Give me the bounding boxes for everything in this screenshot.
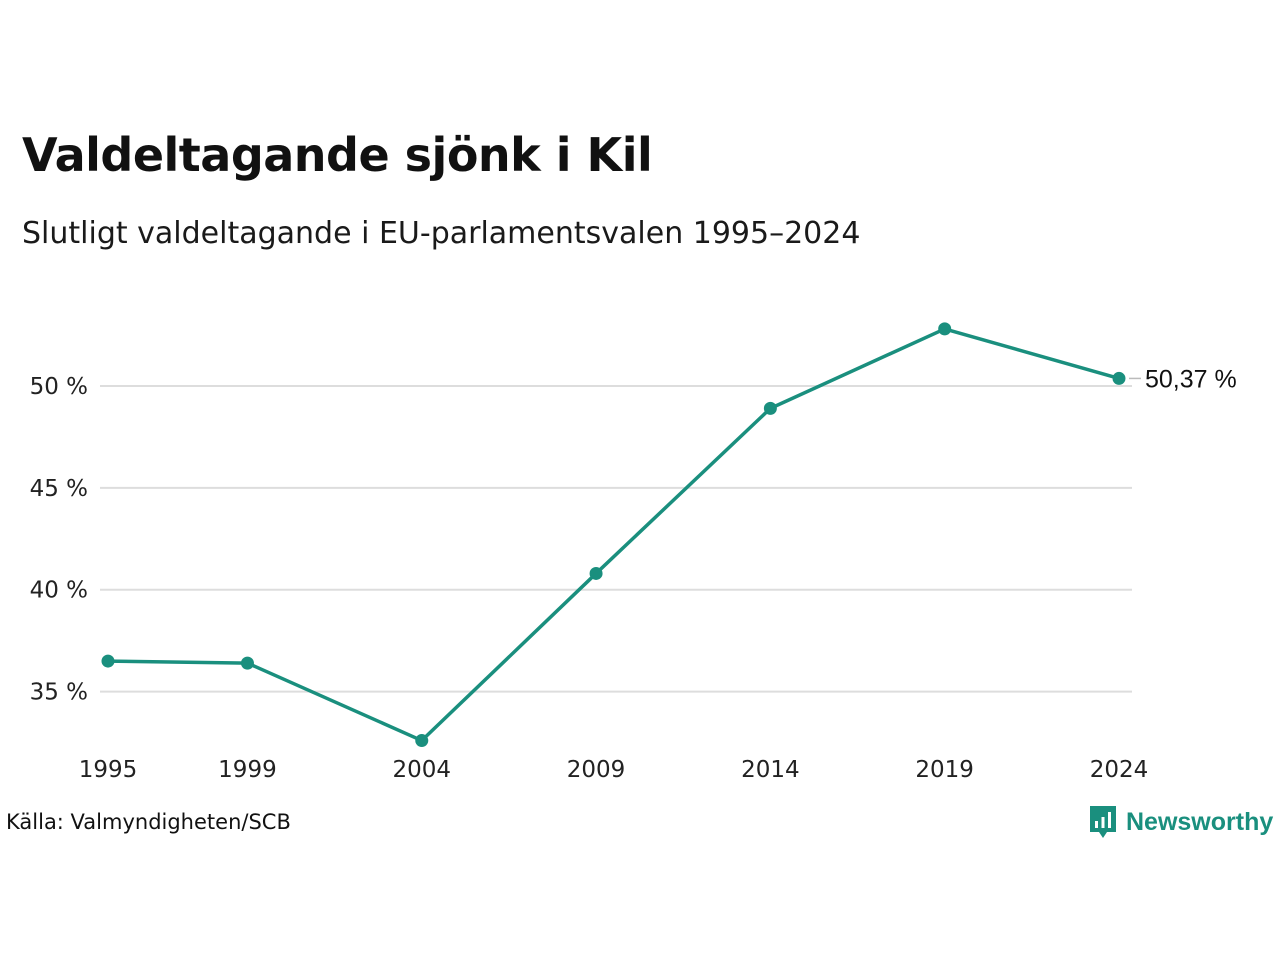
newsworthy-logo: Newsworthy [1088,804,1273,840]
data-point [1112,371,1126,385]
y-tick-label: 50 % [30,374,88,400]
x-tick-label: 2009 [567,757,626,783]
data-point [589,566,603,580]
newsworthy-logo-icon [1090,806,1116,838]
x-axis-ticks: 1995 1999 2004 2009 2014 2019 2024 [79,757,1149,783]
y-axis-ticks: 35 % 40 % 45 % 50 % [30,374,88,706]
x-tick-label: 2024 [1090,757,1149,783]
chart-subtitle: Slutligt valdeltagande i EU-parlamentsva… [22,216,861,251]
y-tick-label: 45 % [30,476,88,502]
y-tick-label: 35 % [30,680,88,706]
data-point [415,734,429,748]
end-value-label: 50,37 % [1145,365,1237,393]
x-tick-label: 1995 [79,757,138,783]
x-tick-label: 2004 [392,757,451,783]
x-tick-label: 2014 [741,757,800,783]
series-line [107,327,1120,743]
data-point [240,656,254,670]
data-point [763,401,777,415]
source-note: Källa: Valmyndigheten/SCB [6,810,291,834]
gridlines [100,384,1132,693]
end-label-group: 50,37 % [1129,365,1237,393]
data-points [101,322,1126,748]
chart-title: Valdeltagande sjönk i Kil [22,128,653,182]
y-tick-label: 40 % [30,578,88,604]
data-point [101,654,115,668]
x-tick-label: 2019 [915,757,974,783]
x-tick-label: 1999 [218,757,277,783]
series-line-group [107,327,1120,743]
brand-name: Newsworthy [1126,807,1274,836]
data-point [938,322,952,336]
